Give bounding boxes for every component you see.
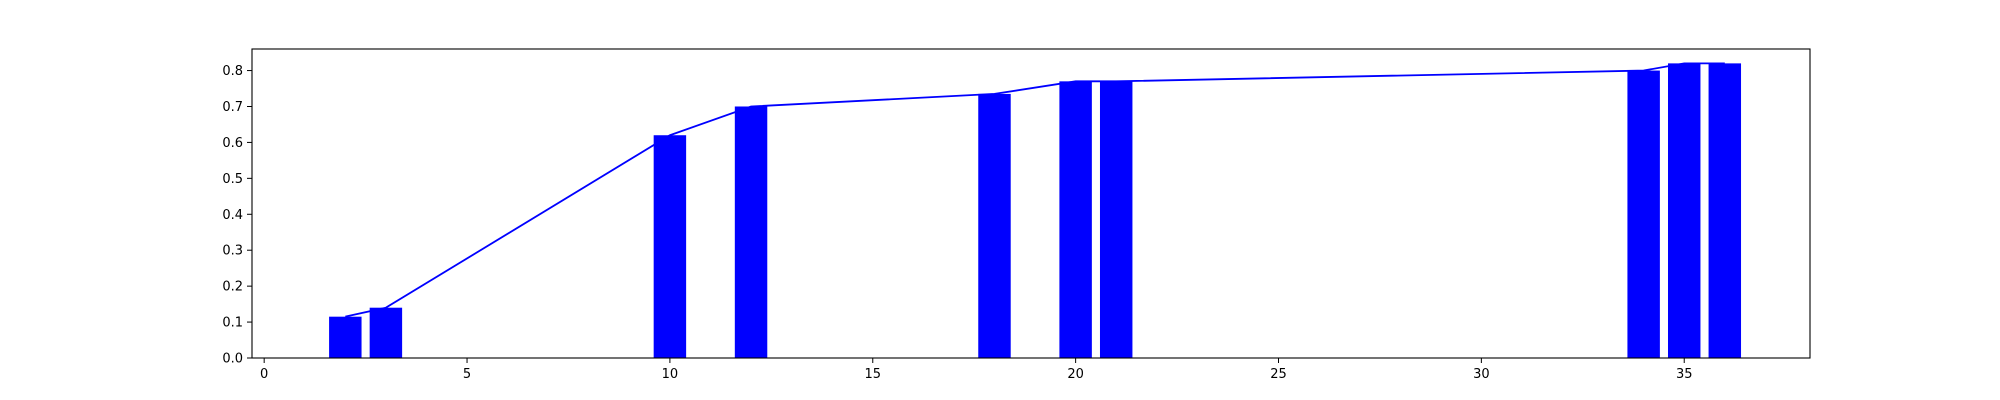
x-tick-label: 15 xyxy=(864,367,881,382)
x-tick-label: 0 xyxy=(260,367,268,382)
x-tick-label: 20 xyxy=(1067,367,1084,382)
x-tick-label: 10 xyxy=(662,367,679,382)
bar xyxy=(1627,70,1660,358)
x-tick-label: 5 xyxy=(463,367,471,382)
x-tick-label: 35 xyxy=(1676,367,1693,382)
y-tick-label: 0.3 xyxy=(222,244,243,259)
y-tick-label: 0.2 xyxy=(222,280,243,295)
x-tick-label: 25 xyxy=(1270,367,1287,382)
ticks-layer: 0 5 10 15 20 25 30 35 0.0 0.1 0.2 0.3 0.4 0.5 0.6 0.7 0.… xyxy=(222,64,1692,382)
bars-layer xyxy=(329,63,1742,359)
bar xyxy=(1099,81,1133,358)
line-layer xyxy=(345,62,1725,318)
y-tick-label: 0.5 xyxy=(222,172,243,187)
y-tick-label: 0.4 xyxy=(222,208,243,223)
y-tick-label: 0.1 xyxy=(222,316,243,331)
bar xyxy=(978,93,1011,359)
plot-frame xyxy=(251,48,1811,359)
bar xyxy=(1059,81,1092,358)
bar xyxy=(734,106,768,358)
bar xyxy=(1708,63,1742,358)
series-line xyxy=(345,62,1725,318)
y-tick-label: 0.8 xyxy=(222,64,243,79)
y-tick-label: 0.6 xyxy=(222,136,243,151)
y-tick-label: 0.7 xyxy=(222,100,243,115)
bar xyxy=(653,135,687,358)
bar xyxy=(1667,63,1701,358)
x-tick-label: 30 xyxy=(1473,367,1490,382)
axes-layer xyxy=(251,48,1811,359)
bar xyxy=(329,316,362,358)
bar xyxy=(369,307,403,358)
y-tick-label: 0.0 xyxy=(222,352,243,367)
